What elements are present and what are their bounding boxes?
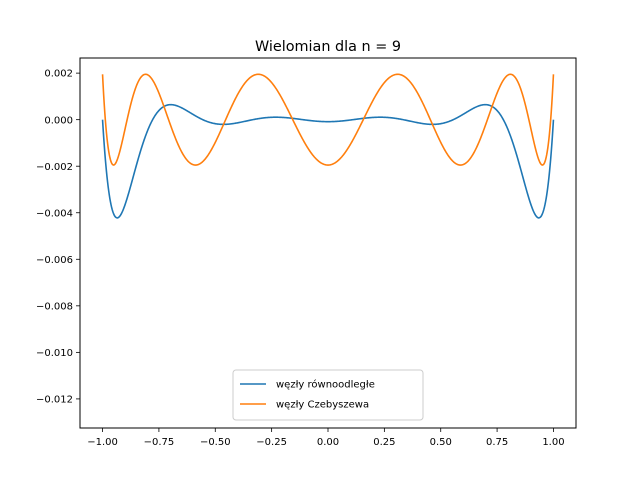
y-tick-label: −0.006 [36,255,73,266]
legend-label: węzły równoodległe [276,379,375,391]
x-tick-label: 0.50 [430,437,452,448]
legend-box [232,369,424,421]
y-tick-label: −0.002 [36,162,73,173]
x-tick-label: −1.00 [87,437,118,448]
x-tick-label: −0.25 [256,437,287,448]
legend-label: węzły Czebyszewa [276,400,369,411]
y-tick-label: −0.008 [36,301,73,312]
chart-title: Wielomian dla n = 9 [255,39,401,55]
y-tick-label: 0.000 [44,115,73,126]
y-tick-label: −0.004 [36,208,73,219]
y-tick-label: −0.010 [36,348,73,359]
x-tick-label: 0.75 [486,437,508,448]
x-tick-label: 0.25 [373,437,395,448]
legend: węzły równoodległe węzły Czebyszewa [232,369,424,421]
series-layer [101,73,555,219]
x-tick-label: 1.00 [542,437,564,448]
x-tick-label: −0.75 [144,437,175,448]
y-tick-label: −0.012 [36,395,73,406]
x-axis: −1.00 −0.75 −0.50 −0.25 0.00 0.25 0.50 0.75 1.00 [87,428,565,448]
x-tick-label: −0.50 [200,437,231,448]
series-line-rownoodlegle [101,103,555,219]
y-tick-label: 0.002 [44,69,73,80]
x-tick-label: 0.00 [317,437,339,448]
y-axis: 0.002 0.000 −0.002 −0.004 −0.006 −0.008 −0.010… [36,69,80,406]
series-line-czebyszewa [101,73,555,166]
